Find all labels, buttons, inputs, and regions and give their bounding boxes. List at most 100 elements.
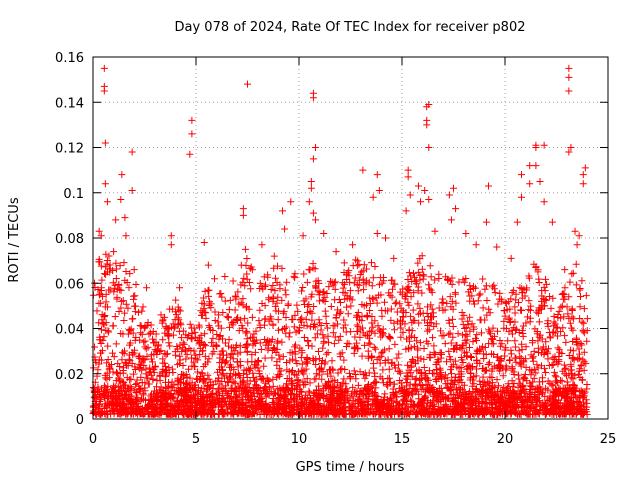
data-point xyxy=(448,274,456,282)
data-point xyxy=(291,350,299,358)
x-tick-label: 15 xyxy=(394,432,411,447)
data-point xyxy=(583,380,591,388)
data-point-outlier xyxy=(579,171,587,179)
data-point xyxy=(416,339,424,347)
data-point xyxy=(436,327,444,335)
data-point xyxy=(255,370,263,378)
data-point xyxy=(144,380,152,388)
data-point xyxy=(282,380,290,388)
data-point xyxy=(560,290,568,298)
data-point xyxy=(419,271,427,279)
data-point xyxy=(511,337,519,345)
data-point xyxy=(482,282,490,290)
data-point xyxy=(304,337,312,345)
data-point xyxy=(303,322,311,330)
data-point xyxy=(366,300,374,308)
data-point xyxy=(520,358,528,366)
data-point xyxy=(274,262,282,270)
data-point xyxy=(320,401,328,409)
data-point xyxy=(372,378,380,386)
data-point xyxy=(449,315,457,323)
data-point xyxy=(526,318,534,326)
data-point xyxy=(496,337,504,345)
data-point xyxy=(325,283,333,291)
data-point xyxy=(350,367,358,375)
data-point xyxy=(441,340,449,348)
data-point xyxy=(575,345,583,353)
data-points xyxy=(89,64,591,418)
data-point xyxy=(327,372,335,380)
data-point xyxy=(411,273,419,281)
data-point xyxy=(490,350,498,358)
data-point xyxy=(541,295,549,303)
data-point xyxy=(283,278,291,286)
data-point xyxy=(325,377,333,385)
data-point xyxy=(547,304,555,312)
data-point xyxy=(410,342,418,350)
data-point xyxy=(527,351,535,359)
data-point xyxy=(393,308,401,316)
data-point xyxy=(257,346,265,354)
data-point xyxy=(528,399,536,407)
data-point xyxy=(271,302,279,310)
data-point xyxy=(351,274,359,282)
data-point xyxy=(218,347,226,355)
data-point xyxy=(474,297,482,305)
data-point xyxy=(437,354,445,362)
data-point-outlier xyxy=(507,254,515,262)
data-point-outlier xyxy=(229,277,237,285)
data-point xyxy=(549,294,557,302)
data-point xyxy=(205,292,213,300)
data-point xyxy=(230,366,238,374)
data-point xyxy=(249,341,257,349)
data-point xyxy=(446,277,454,285)
data-point xyxy=(269,320,277,328)
data-point xyxy=(303,309,311,317)
data-point xyxy=(134,308,142,316)
data-point xyxy=(112,275,120,283)
data-point xyxy=(271,287,279,295)
data-point xyxy=(461,336,469,344)
data-point xyxy=(360,261,368,269)
data-point xyxy=(100,312,108,320)
data-point xyxy=(572,393,580,401)
data-point xyxy=(147,355,155,363)
data-point xyxy=(525,306,533,314)
data-point xyxy=(435,304,443,312)
data-point xyxy=(136,336,144,344)
data-point xyxy=(550,322,558,330)
data-point xyxy=(105,286,113,294)
data-point xyxy=(141,323,149,331)
data-point xyxy=(177,334,185,342)
data-point xyxy=(290,272,298,280)
data-point xyxy=(414,268,422,276)
data-point xyxy=(162,350,170,358)
data-point xyxy=(338,349,346,357)
data-point xyxy=(515,347,523,355)
data-point xyxy=(312,277,320,285)
data-point xyxy=(254,356,262,364)
data-point xyxy=(190,347,198,355)
data-point xyxy=(97,262,105,270)
data-point xyxy=(236,374,244,382)
data-point xyxy=(166,342,174,350)
data-point xyxy=(128,315,136,323)
data-point xyxy=(269,295,277,303)
data-point xyxy=(296,327,304,335)
data-point xyxy=(261,302,269,310)
data-point xyxy=(331,285,339,293)
data-point xyxy=(216,331,224,339)
data-point xyxy=(308,290,316,298)
data-point xyxy=(233,314,241,322)
data-point xyxy=(109,349,117,357)
data-point xyxy=(97,299,105,307)
data-point xyxy=(243,335,251,343)
data-point xyxy=(466,292,474,300)
data-point xyxy=(408,332,416,340)
data-point xyxy=(273,299,281,307)
data-point xyxy=(235,327,243,335)
data-point-outlier xyxy=(369,193,377,201)
data-point xyxy=(270,264,278,272)
data-point-outlier xyxy=(143,284,151,292)
data-point xyxy=(397,316,404,324)
